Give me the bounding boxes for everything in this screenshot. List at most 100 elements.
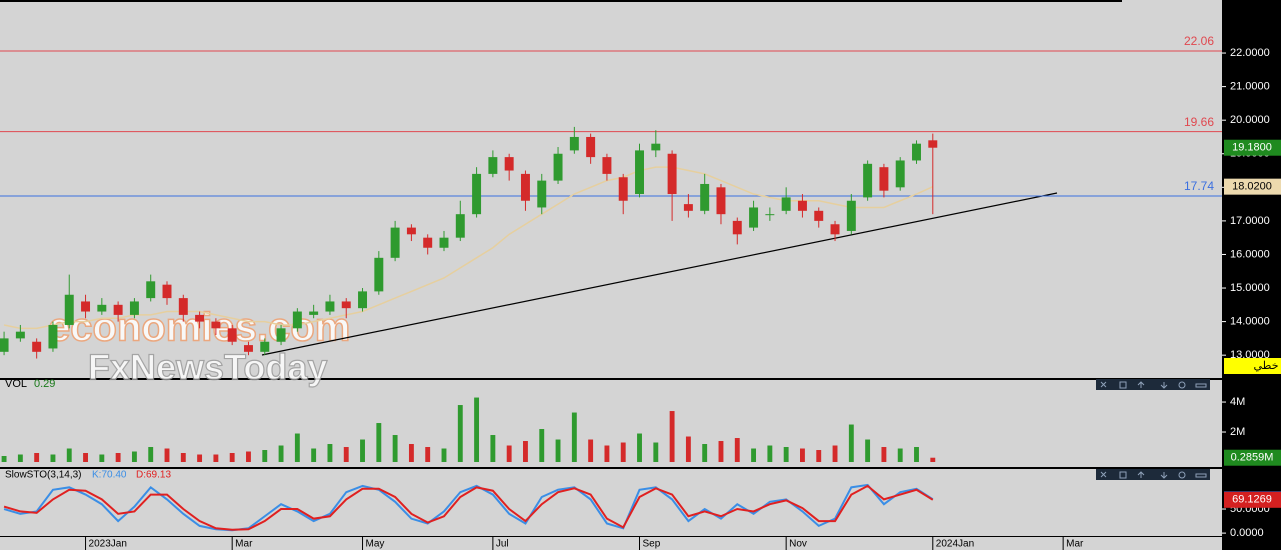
volume-bar (392, 435, 398, 462)
candle-body (325, 301, 335, 312)
level-label: 17.74 (1184, 179, 1214, 193)
volume-bar (702, 444, 708, 462)
candle-body (162, 284, 172, 299)
y-tick-label: 20.0000 (1230, 114, 1270, 126)
volume-bar (637, 433, 642, 462)
candle-body (863, 163, 873, 198)
candle-body (602, 157, 612, 174)
volume-bar (34, 453, 40, 462)
volume-bar (490, 435, 496, 462)
stochastic-line (3, 483, 934, 532)
volume-bar (229, 453, 235, 462)
volume-bar (914, 447, 919, 462)
candle-body (341, 301, 351, 309)
volume-bar (246, 451, 251, 462)
volume-bar (751, 448, 757, 462)
toolbar-bg (1096, 469, 1210, 480)
value-badge-label: 19.1800 (1232, 142, 1272, 154)
x-tick-label: 2023Jan (89, 539, 127, 550)
volume-bar (311, 448, 317, 462)
volume-bar (865, 439, 871, 462)
volume-bar (99, 454, 105, 462)
x-tick-label: Mar (1066, 539, 1084, 550)
volume-bar (17, 454, 23, 462)
stochastic-line (3, 484, 934, 531)
candle-body (814, 210, 824, 221)
candle-body (537, 180, 547, 208)
volume-bar (457, 405, 463, 462)
value-badge-label: 69.1269 (1232, 494, 1272, 506)
volume-bar (506, 445, 512, 462)
candle-body (586, 136, 596, 158)
candle-body (765, 214, 775, 216)
volume-bar (164, 448, 170, 462)
candle-body (879, 167, 889, 191)
volume-bar (816, 450, 822, 462)
y-tick-label: 4M (1230, 396, 1245, 408)
candle-body (260, 341, 270, 352)
volume-title: VOL (5, 378, 27, 390)
candle-body (423, 237, 433, 248)
candle-body (732, 220, 742, 235)
candle-body (406, 227, 416, 235)
volume-bar (848, 424, 854, 462)
candle-body (113, 304, 123, 315)
trend-line (261, 192, 1058, 356)
volume-bar (131, 451, 137, 462)
volume-bar (441, 448, 447, 462)
volume-bar (425, 447, 431, 462)
candle-body (276, 328, 286, 342)
candle-body (374, 257, 384, 292)
volume-bar (50, 454, 56, 462)
line-tag: خطي (1254, 360, 1279, 372)
value-badge (1224, 178, 1281, 195)
candle-body (635, 150, 644, 195)
x-tick-label: Nov (789, 539, 807, 550)
toolbar-icons[interactable] (1100, 471, 1207, 479)
candle-body (97, 304, 107, 312)
stochastic-title: SlowSTO(3,14,3) (5, 470, 82, 481)
candle-body (48, 324, 58, 349)
x-tick-label: Jul (496, 539, 509, 550)
volume-bar (767, 445, 773, 462)
moving-average (3, 166, 934, 330)
volume-bar (669, 411, 675, 462)
candle-body (749, 207, 759, 228)
volume-bar (783, 447, 789, 462)
candle-body (211, 321, 221, 329)
candle-body (553, 153, 563, 181)
candle-body (488, 157, 498, 174)
y-tick-label: 14.0000 (1230, 316, 1270, 328)
toolbar-icons[interactable] (1100, 381, 1207, 389)
x-tick-label: Mar (235, 539, 253, 550)
volume-bar (148, 447, 154, 462)
candle-body (146, 281, 156, 299)
legend-d: D:69.13 (136, 470, 171, 481)
volume-bar (800, 448, 805, 462)
candle-body (716, 187, 726, 215)
candle-body (830, 224, 840, 235)
candle-body (520, 173, 530, 201)
candle-body (455, 214, 465, 238)
x-tick-label: Sep (643, 539, 661, 550)
x-tick-label: 2024Jan (936, 539, 974, 550)
candle-body (667, 153, 677, 195)
level-label: 19.66 (1184, 115, 1214, 129)
y-tick-label: 15.0000 (1230, 282, 1270, 294)
candle-body (81, 301, 91, 312)
candle-body (15, 331, 25, 339)
value-badge (1224, 491, 1281, 508)
candle-body (651, 143, 661, 151)
volume-bar (474, 397, 480, 462)
line-tag-bg (1224, 358, 1281, 374)
volume-bar (327, 444, 333, 462)
candle-body (292, 311, 302, 329)
volume-bar (213, 454, 219, 462)
volume-bar (897, 448, 903, 462)
y-tick-label: 22.0000 (1230, 47, 1270, 59)
panel-toolbar (1096, 379, 1210, 480)
volume-bar (262, 450, 268, 462)
candle-body (0, 338, 9, 352)
value-badge-label: 18.0200 (1232, 181, 1272, 193)
stochastic-panel (0, 469, 1222, 536)
